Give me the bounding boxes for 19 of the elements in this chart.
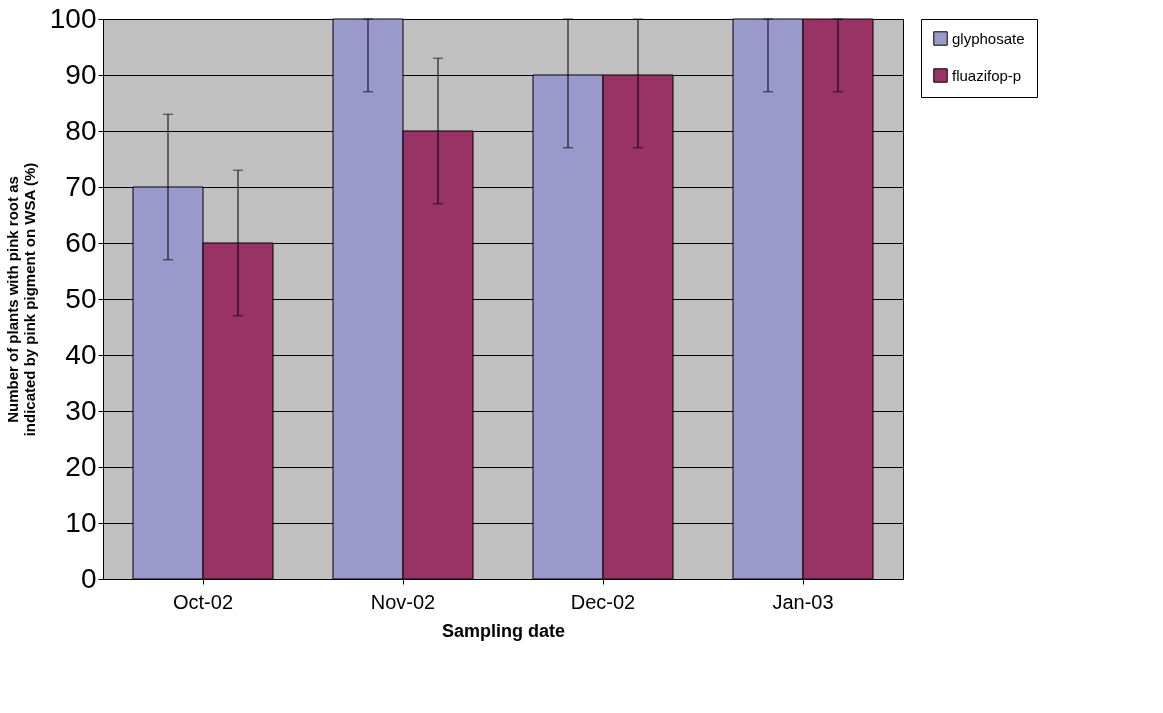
x-tick-label: Oct-02 bbox=[172, 590, 234, 613]
y-tick-label: 0 bbox=[80, 562, 97, 594]
x-tick-label: Jan-03 bbox=[772, 590, 834, 613]
y-tick-label: 60 bbox=[65, 226, 97, 258]
x-tick-label: Nov-02 bbox=[370, 590, 436, 613]
y-tick-label: 80 bbox=[65, 114, 97, 146]
x-axis-title: Sampling date bbox=[441, 620, 566, 641]
legend-label: fluazifop-p bbox=[952, 66, 1022, 84]
y-tick-label: 50 bbox=[65, 282, 97, 314]
y-axis-title: Number of plants with pink root as indicated by pink pigment on WSA (%) bbox=[3, 162, 38, 437]
y-tick-label: 40 bbox=[65, 338, 97, 370]
y-tick-label: 20 bbox=[65, 450, 97, 482]
y-tick-label: 30 bbox=[65, 394, 97, 426]
legend-label: glyphosate bbox=[952, 29, 1025, 47]
y-tick-label: 70 bbox=[65, 170, 97, 202]
y-tick-label: 90 bbox=[65, 58, 97, 90]
y-tick-label: 10 bbox=[65, 506, 97, 538]
x-tick-label: Dec-02 bbox=[570, 590, 636, 613]
y-tick-label: 100 bbox=[49, 2, 97, 34]
